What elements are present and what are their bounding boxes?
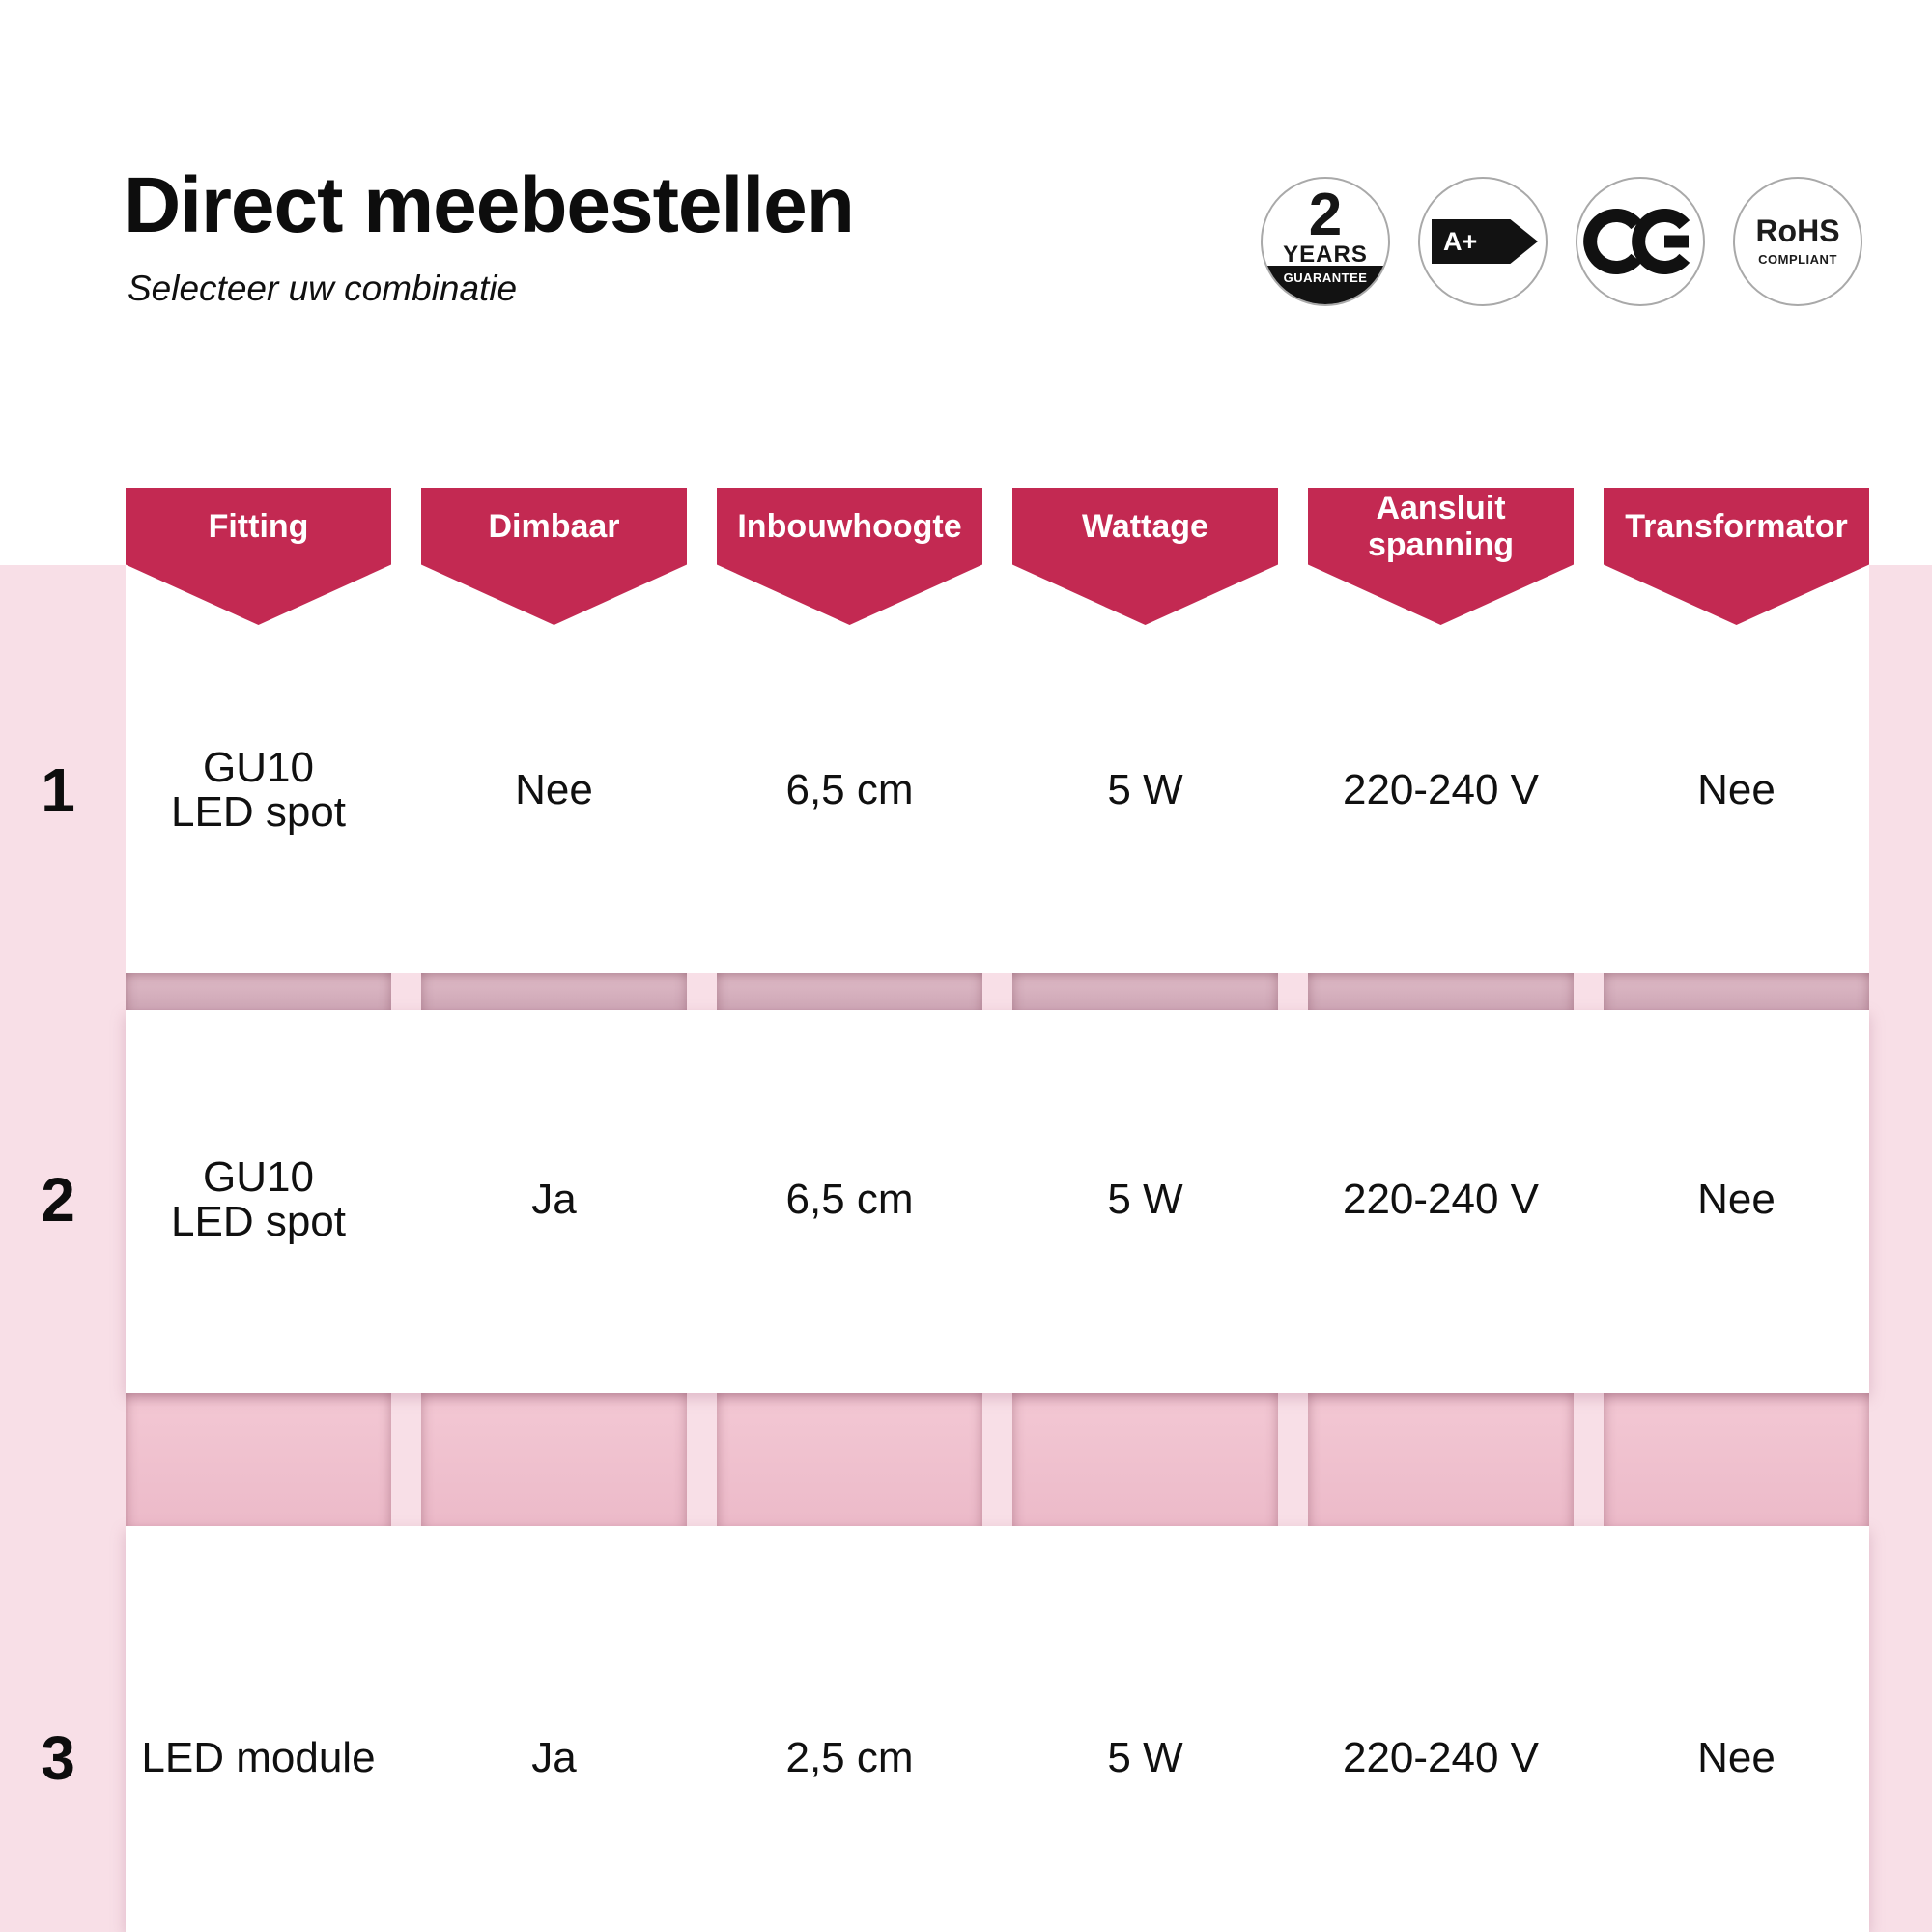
table-row: LED module Ja 2,5 cm 5 W 220-240 V Nee <box>126 1526 1869 1932</box>
table-row: GU10 LED spot Nee 6,5 cm 5 W 220-240 V N… <box>126 565 1869 973</box>
cell-fitting: LED module <box>141 1734 376 1781</box>
energy-rating-label: A+ <box>1443 226 1478 256</box>
divider-segment <box>717 1393 982 1526</box>
cell-dimbaar: Ja <box>531 1176 577 1223</box>
divider-segment <box>421 1393 687 1526</box>
rohs-subtitle: COMPLIANT <box>1758 252 1837 267</box>
guarantee-text: GUARANTEE <box>1283 270 1368 285</box>
row-divider-2 <box>126 1393 1869 1526</box>
cell-wattage: 5 W <box>1107 766 1183 813</box>
page-subtitle: Selecteer uw combinatie <box>128 269 518 308</box>
row-divider-1 <box>126 973 1869 1010</box>
column-header-aansluitspanning: Aansluit spanning <box>1308 488 1574 625</box>
cell-inbouwhoogte: 6,5 cm <box>785 766 914 813</box>
guarantee-years-label: YEARS <box>1283 241 1368 268</box>
cell-transformator: Nee <box>1697 1734 1776 1781</box>
row-number: 1 <box>41 755 75 825</box>
table-row: GU10 LED spot Ja 6,5 cm 5 W 220-240 V Ne… <box>126 1010 1869 1393</box>
divider-segment <box>1308 973 1574 1010</box>
cell-transformator: Nee <box>1697 1176 1776 1223</box>
divider-segment <box>717 973 982 1010</box>
cell-inbouwhoogte: 2,5 cm <box>785 1734 914 1781</box>
divider-segment <box>1012 1393 1278 1526</box>
cell-fitting: GU10 LED spot <box>171 1153 346 1245</box>
cell-dimbaar: Nee <box>515 766 593 813</box>
rohs-title: RoHS <box>1755 213 1840 248</box>
energy-arrow-icon: A+ <box>1432 219 1538 264</box>
cell-wattage: 5 W <box>1107 1176 1183 1223</box>
cell-transformator: Nee <box>1697 766 1776 813</box>
row-number: 3 <box>41 1723 75 1793</box>
divider-segment <box>1604 1393 1869 1526</box>
cell-wattage: 5 W <box>1107 1734 1183 1781</box>
cell-aansluitspanning: 220-240 V <box>1342 1176 1540 1223</box>
divider-segment <box>126 1393 391 1526</box>
rohs-badge: RoHS COMPLIANT <box>1733 177 1862 306</box>
row-number: 2 <box>41 1165 75 1235</box>
divider-segment <box>1308 1393 1574 1526</box>
cell-aansluitspanning: 220-240 V <box>1342 766 1540 813</box>
cell-fitting: GU10 LED spot <box>171 744 346 836</box>
page-title: Direct meebestellen <box>124 161 855 249</box>
cell-aansluitspanning: 220-240 V <box>1342 1734 1540 1781</box>
ce-mark-badge <box>1576 177 1705 306</box>
divider-segment <box>421 973 687 1010</box>
divider-segment <box>1604 973 1869 1010</box>
guarantee-ribbon: GUARANTEE <box>1263 266 1388 304</box>
energy-rating-badge: A+ <box>1418 177 1548 306</box>
cell-dimbaar: Ja <box>531 1734 577 1781</box>
cell-inbouwhoogte: 6,5 cm <box>785 1176 914 1223</box>
guarantee-years-number: 2 <box>1308 182 1343 248</box>
ce-mark-icon <box>1583 209 1690 274</box>
divider-segment <box>126 973 391 1010</box>
divider-segment <box>1012 973 1278 1010</box>
guarantee-badge: 2 YEARS GUARANTEE <box>1261 177 1390 306</box>
